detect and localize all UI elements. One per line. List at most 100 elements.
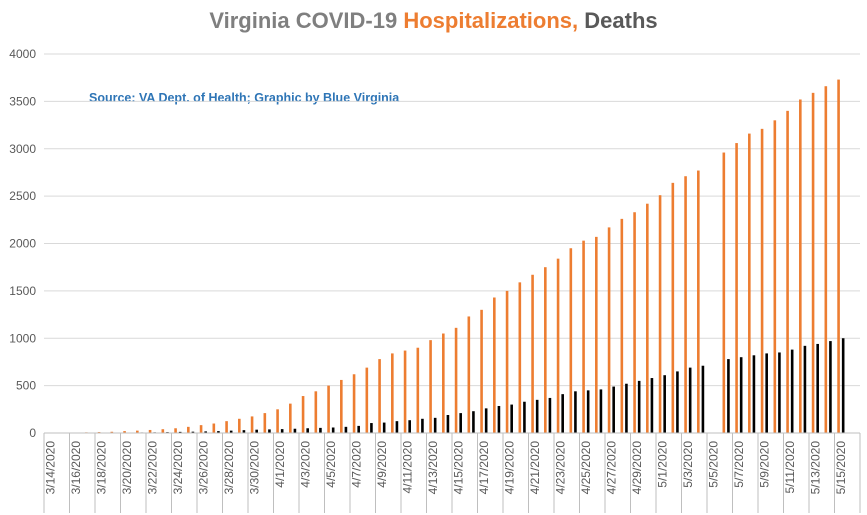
- bar-hospitalizations: [110, 431, 114, 433]
- bar-deaths: [268, 429, 271, 433]
- title-part-1: Virginia COVID-19: [209, 8, 404, 33]
- bar-hospitalizations: [212, 423, 216, 433]
- bar-hospitalizations: [773, 120, 777, 433]
- bar-hospitalizations: [174, 428, 177, 433]
- x-axis: [43, 432, 861, 513]
- x-tick-label: 4/27/2020: [604, 441, 618, 495]
- bar-deaths: [523, 401, 526, 433]
- x-tick-label: 4/25/2020: [579, 441, 593, 495]
- x-tick-label: 5/3/2020: [681, 441, 695, 488]
- x-tick-label: 4/7/2020: [349, 441, 363, 488]
- x-tick-label: 4/21/2020: [528, 441, 542, 495]
- x-axis-tick-labels: 3/14/2020 3/16/2020 3/18/2020 3/20/2020 3/22…: [43, 441, 848, 495]
- x-tick-label: 3/20/2020: [120, 441, 134, 495]
- bar-hospitalizations: [403, 350, 407, 433]
- bar-deaths: [395, 421, 399, 433]
- x-tick-label: 5/15/2020: [834, 441, 848, 495]
- y-tick-label: 500: [16, 379, 36, 393]
- bar-hospitalizations: [340, 379, 343, 433]
- x-tick-label: 3/16/2020: [69, 441, 83, 495]
- bar-hospitalizations: [671, 182, 675, 433]
- bar-deaths: [778, 352, 781, 433]
- bar-hospitalizations: [722, 152, 726, 434]
- chart-title: Virginia COVID-19 Hospitalizations, Deat…: [0, 8, 867, 34]
- bar-hospitalizations: [569, 248, 573, 433]
- bar-deaths: [408, 420, 411, 433]
- bar-deaths: [599, 389, 603, 433]
- bar-deaths: [178, 431, 182, 433]
- bar-hospitalizations: [544, 267, 547, 433]
- y-axis-tick-labels: 0 500 1000 1500 2000 2500 3000 3500 4000: [9, 47, 36, 440]
- x-tick-label: 5/7/2020: [732, 441, 746, 488]
- bar-deaths: [676, 371, 679, 433]
- bar-deaths: [637, 380, 641, 433]
- bar-hospitalizations: [799, 99, 802, 433]
- bar-hospitalizations: [136, 430, 139, 433]
- bar-deaths: [319, 427, 322, 433]
- bar-deaths: [752, 355, 756, 433]
- bar-deaths: [548, 397, 552, 433]
- bar-deaths: [433, 417, 437, 433]
- bar-deaths: [229, 430, 233, 433]
- bar-hospitalizations: [327, 385, 330, 433]
- x-tick-label: 3/28/2020: [222, 441, 236, 495]
- bar-hospitalizations: [595, 236, 598, 433]
- bar-hospitalizations: [505, 290, 509, 433]
- x-tick-label: 4/15/2020: [451, 441, 465, 495]
- x-tick-label: 4/3/2020: [298, 441, 312, 488]
- bar-deaths: [790, 349, 794, 433]
- bar-hospitalizations: [607, 227, 611, 433]
- bar-deaths: [663, 375, 666, 433]
- bar-hospitalizations: [556, 258, 560, 433]
- bar-deaths: [484, 408, 488, 433]
- bar-hospitalizations: [646, 203, 649, 433]
- bar-hospitalizations: [365, 367, 369, 433]
- bar-hospitalizations: [442, 333, 445, 433]
- bar-hospitalizations: [352, 374, 356, 433]
- bar-hospitalizations: [735, 143, 738, 433]
- bar-deaths: [688, 367, 692, 433]
- x-tick-label: 4/19/2020: [502, 441, 516, 495]
- bar-deaths: [446, 414, 450, 433]
- bar-hospitalizations: [391, 353, 394, 433]
- bar-deaths: [293, 428, 297, 433]
- bar-hospitalizations: [582, 240, 585, 433]
- bar-hospitalizations: [148, 429, 152, 433]
- bars: [46, 79, 845, 434]
- bar-deaths: [574, 391, 577, 433]
- bar-hospitalizations: [123, 431, 126, 433]
- x-tick-label: 4/17/2020: [477, 441, 491, 495]
- bar-deaths: [382, 422, 386, 433]
- bar-deaths: [459, 413, 462, 433]
- bar-deaths: [204, 431, 207, 433]
- bar-hospitalizations: [811, 92, 815, 433]
- bar-deaths: [586, 390, 590, 433]
- y-tick-label: 3000: [9, 142, 36, 156]
- bar-deaths: [841, 338, 845, 433]
- bar-hospitalizations: [314, 391, 318, 433]
- y-tick-label: 1000: [9, 331, 36, 345]
- bar-deaths: [765, 353, 768, 433]
- x-tick-label: 5/5/2020: [706, 441, 720, 488]
- bar-deaths: [242, 430, 246, 433]
- bar-hospitalizations: [620, 218, 624, 433]
- x-tick-label: 4/29/2020: [630, 441, 644, 495]
- bar-hospitalizations: [697, 170, 700, 434]
- bar-deaths: [739, 357, 743, 433]
- x-tick-label: 4/23/2020: [553, 441, 567, 495]
- x-tick-label: 5/1/2020: [655, 441, 669, 488]
- bar-hospitalizations: [824, 86, 828, 433]
- bar-deaths: [344, 426, 348, 433]
- bar-hospitalizations: [301, 396, 305, 433]
- bar-hospitalizations: [429, 340, 432, 433]
- bar-hospitalizations: [199, 425, 203, 433]
- y-tick-label: 0: [29, 426, 36, 440]
- bar-deaths: [510, 404, 513, 433]
- bar-deaths: [217, 431, 220, 433]
- x-tick-label: 3/26/2020: [196, 441, 210, 495]
- x-tick-label: 5/11/2020: [783, 441, 797, 494]
- bar-deaths: [561, 394, 564, 433]
- x-tick-label: 3/18/2020: [94, 441, 108, 495]
- bar-hospitalizations: [684, 176, 687, 434]
- x-tick-label: 3/14/2020: [43, 441, 57, 495]
